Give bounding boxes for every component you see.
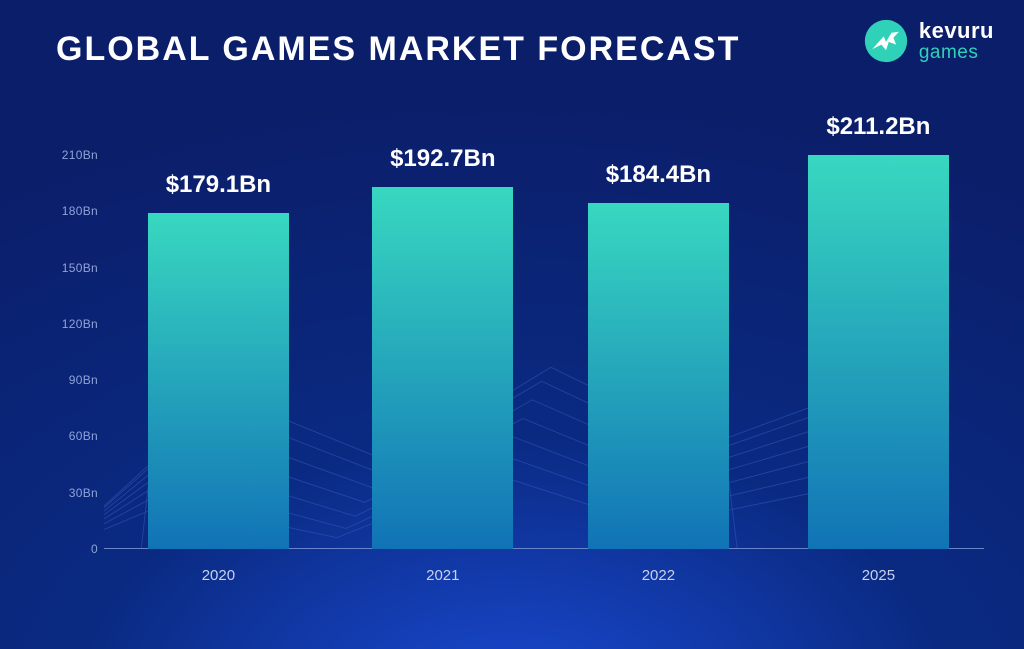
y-tick-label: 180Bn bbox=[56, 204, 98, 218]
bar-chart: 030Bn60Bn90Bn120Bn150Bn180Bn210Bn$179.1B… bbox=[56, 155, 994, 595]
brand-name-bottom: games bbox=[919, 43, 994, 63]
y-tick-label: 120Bn bbox=[56, 317, 98, 331]
brand-logo: kevuru games bbox=[863, 18, 994, 64]
y-tick-label: 60Bn bbox=[56, 429, 98, 443]
bar: $211.2Bn bbox=[808, 155, 949, 549]
plot-area: 030Bn60Bn90Bn120Bn150Bn180Bn210Bn$179.1B… bbox=[104, 155, 984, 549]
x-tick-label: 2020 bbox=[202, 567, 235, 584]
brand-name-top: kevuru bbox=[919, 19, 994, 42]
bar: $192.7Bn bbox=[372, 187, 513, 549]
bar-value-label: $192.7Bn bbox=[390, 145, 495, 173]
y-tick-label: 210Bn bbox=[56, 148, 98, 162]
x-tick-label: 2021 bbox=[426, 567, 459, 584]
x-tick-label: 2025 bbox=[862, 567, 895, 584]
brand-logo-text: kevuru games bbox=[919, 19, 994, 62]
y-tick-label: 30Bn bbox=[56, 486, 98, 500]
y-tick-label: 150Bn bbox=[56, 261, 98, 275]
bar-value-label: $184.4Bn bbox=[606, 161, 711, 189]
y-tick-label: 0 bbox=[56, 542, 98, 556]
bar-value-label: $179.1Bn bbox=[166, 171, 271, 199]
bar: $179.1Bn bbox=[148, 213, 289, 549]
chart-title: GLOBAL GAMES MARKET FORECAST bbox=[56, 30, 740, 69]
x-tick-label: 2022 bbox=[642, 567, 675, 584]
bar: $184.4Bn bbox=[588, 203, 729, 549]
y-tick-label: 90Bn bbox=[56, 373, 98, 387]
brand-logo-icon bbox=[863, 18, 909, 64]
bar-value-label: $211.2Bn bbox=[826, 113, 930, 141]
